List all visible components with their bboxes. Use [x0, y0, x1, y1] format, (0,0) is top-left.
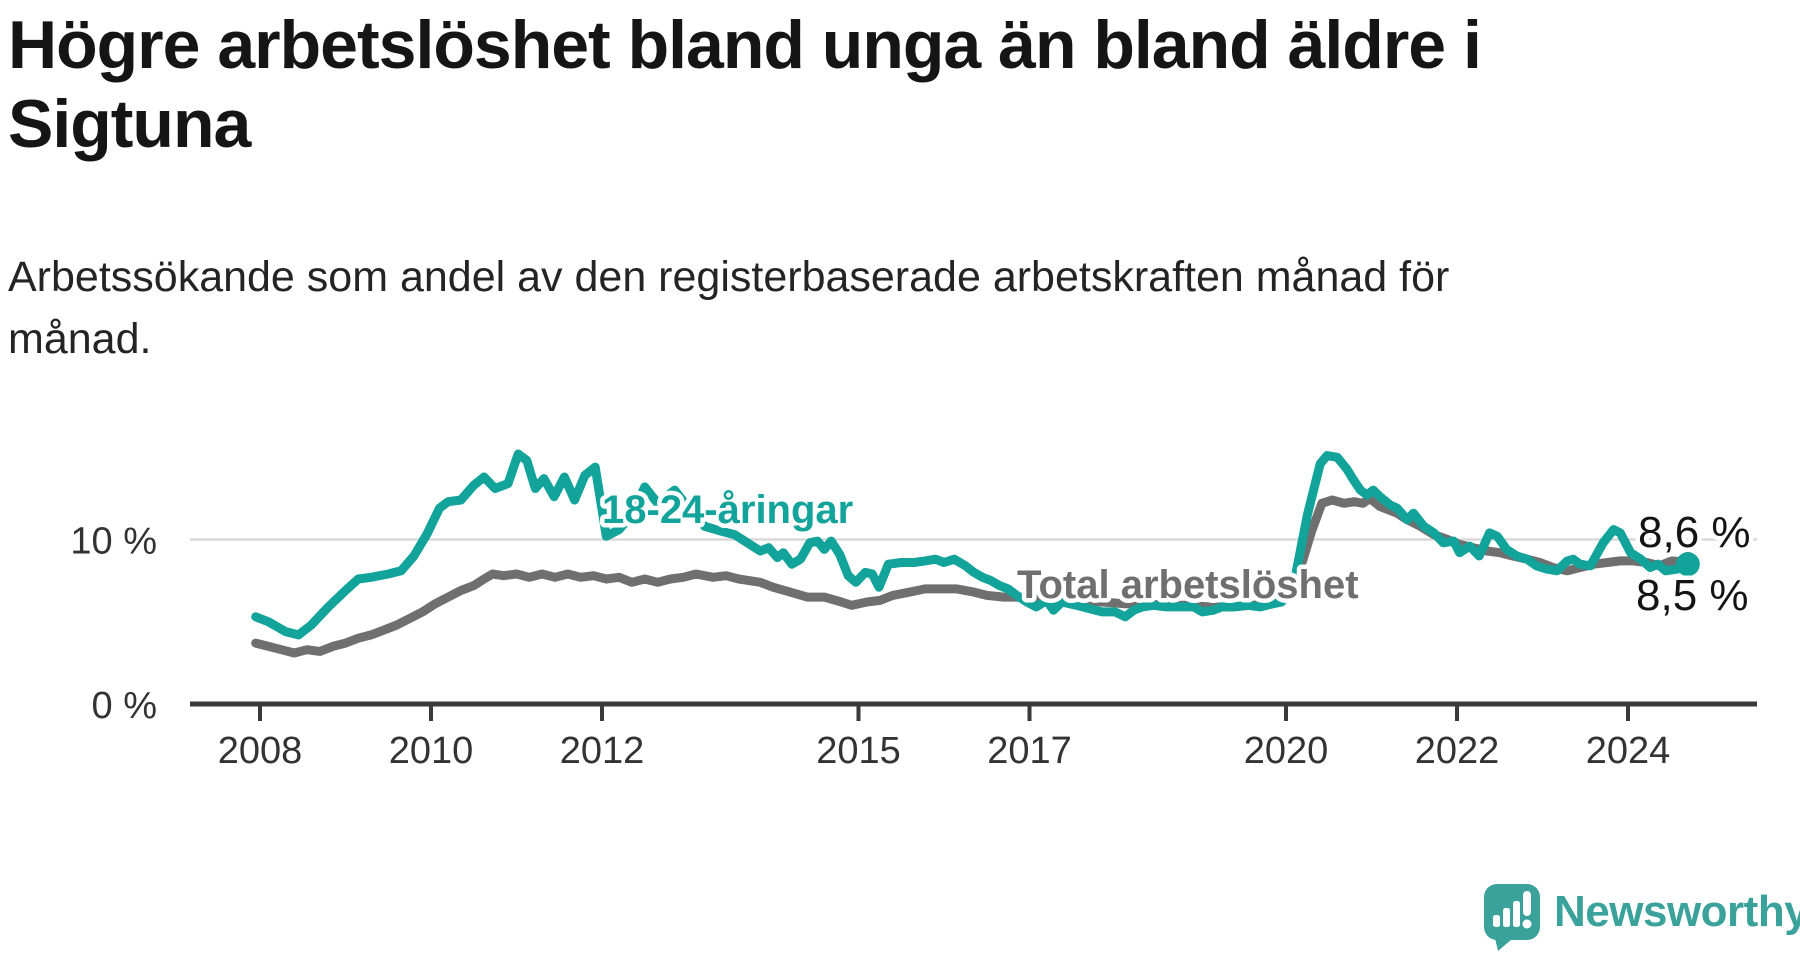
y-axis-label-10: 10 % — [70, 521, 157, 563]
page-title: Högre arbetslöshet bland unga än bland ä… — [8, 6, 1748, 164]
chart-subtitle-line-1: Arbetssökande som andel av den registerb… — [8, 253, 1450, 301]
newsworthy-logo: Newsworthy — [1478, 876, 1800, 957]
page-title-line-1: Högre arbetslöshet bland unga än bland ä… — [8, 7, 1482, 83]
series-line-youth — [251, 449, 1693, 640]
series-label-youth: 18-24-åringar — [602, 488, 853, 532]
newsworthy-logo-mark — [1484, 884, 1540, 951]
end-dot-youth — [1675, 552, 1700, 577]
series-label-total: Total arbetslöshet — [1017, 563, 1359, 607]
y-axis-label-0: 0 % — [92, 685, 157, 727]
x-tick-label-2020: 2020 — [1244, 730, 1329, 772]
end-value-label-total: 8,6 % — [1638, 508, 1751, 557]
end-value-label-youth: 8,5 % — [1636, 571, 1749, 620]
newsworthy-logo-text: Newsworthy — [1554, 887, 1800, 936]
end-dots — [1675, 552, 1700, 577]
x-tick-label-2022: 2022 — [1415, 730, 1500, 772]
gridlines: 0 % 10 % — [70, 521, 1757, 727]
x-tick-label-2024: 2024 — [1586, 730, 1671, 772]
chart-labels: 18-24-åringar Total arbetslöshet 8,6 % 8… — [598, 484, 1756, 625]
x-tick-label-2017: 2017 — [987, 730, 1072, 772]
x-tick-label-2010: 2010 — [389, 730, 474, 772]
chart-subtitle-line-2: månad. — [8, 315, 152, 363]
page-title-line-2: Sigtuna — [8, 86, 251, 162]
x-tick-label-2015: 2015 — [816, 730, 901, 772]
x-tick-label-2008: 2008 — [218, 730, 303, 772]
exclamation-icon — [1523, 891, 1531, 916]
bar-chart-icon — [1493, 915, 1500, 927]
series-lines — [251, 449, 1693, 658]
x-axis: 2008 2010 2012 2015 2017 2020 2022 2024 — [190, 701, 1757, 772]
speech-bubble-tail-icon — [1494, 934, 1518, 951]
chart-subtitle: Arbetssökande som andel av den registerb… — [8, 246, 1748, 370]
x-tick-label-2012: 2012 — [560, 730, 645, 772]
